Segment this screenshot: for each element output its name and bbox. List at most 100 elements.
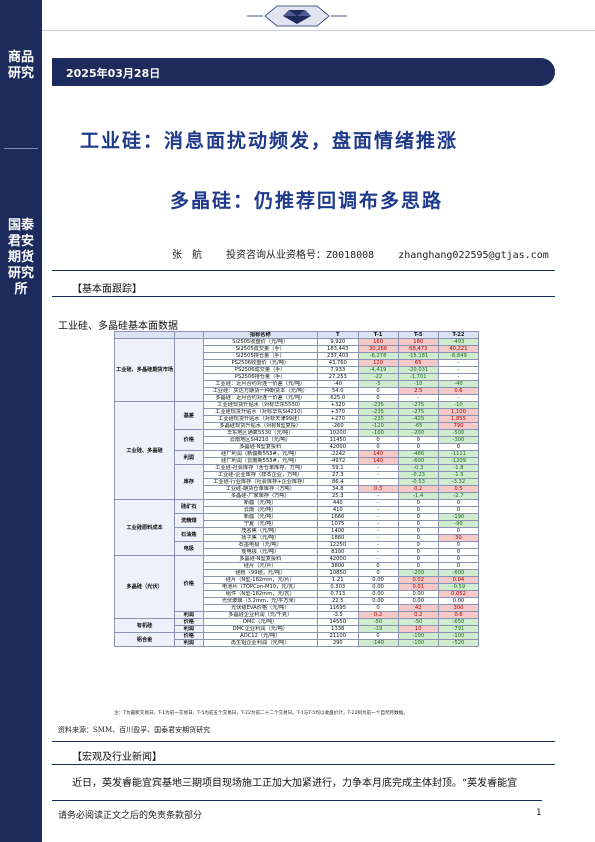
indicator-name: 光伏玻璃（3.2mm，元/平方米）: [202, 597, 319, 605]
change-t22: -520: [437, 639, 480, 647]
value-t: 440: [317, 499, 359, 507]
table-body: 工业硅、多晶硅期货市场 Si2505收盘价（元/吨） 9,920 160 180 -493…: [113, 338, 480, 647]
disclaimer-footer: 请务必阅读正文之后的免责条款部分: [58, 811, 203, 821]
value-t: 86.4: [317, 478, 359, 486]
change-t5: 0: [397, 443, 439, 451]
divider: [52, 741, 555, 742]
change-t5: 0: [397, 506, 439, 514]
change-t22: -493: [437, 338, 480, 346]
change-t5: -600: [397, 457, 439, 465]
change-t1: 160: [357, 338, 399, 346]
value-t: 59.1: [317, 464, 359, 472]
table-row: 库存 工业硅-社会库存（含仓单库存，万吨） 59.1- -0.3 -1.8: [115, 464, 480, 500]
change-t22: 0.5: [437, 485, 480, 493]
value-t: 1860: [317, 534, 359, 542]
fundamentals-table: 指标名称 T T-1 T-5 T-22 工业硅、多晶硅期货市场 Si2505收盘价…: [113, 331, 480, 647]
change-t1: -19: [357, 625, 399, 633]
table-row: 工业硅：近月合约对连一价差（元/吨） -40 -5 -10 -40: [115, 380, 480, 388]
indicator-name: 石墨电极（元/吨）: [202, 541, 319, 549]
change-t1: 0.00: [357, 583, 399, 591]
value-t: 12250: [317, 541, 359, 549]
table-row: 价格 华东地区通氧5530（元/吨） 10200 -100 -200 -500: [115, 429, 480, 451]
value-t: 34.8: [317, 485, 359, 493]
change-t22: -: [437, 359, 480, 367]
value-t: 237,403: [317, 352, 359, 360]
row-group-label: 工业硅、多晶硅期货市场: [113, 338, 176, 402]
change-t22: -650: [437, 618, 480, 626]
change-t5: 0: [397, 520, 439, 528]
change-t22: 0: [437, 506, 480, 514]
change-t1: 0.00: [357, 576, 399, 584]
change-t5: -0.23: [397, 471, 439, 479]
change-t1: -: [357, 464, 399, 472]
change-t1: -: [357, 520, 399, 528]
value-t: 54.0: [317, 387, 359, 395]
change-t5: -15,181: [397, 352, 439, 360]
change-t1: 140: [357, 450, 399, 458]
table-header: T-5: [397, 331, 439, 339]
change-t22: -: [437, 394, 480, 402]
value-t: 42000: [317, 443, 359, 451]
row-subgroup-label: 价格: [174, 429, 204, 451]
value-t: 14550: [317, 618, 359, 626]
change-t1: -: [357, 492, 399, 500]
row-subgroup-label: 价格: [174, 632, 204, 640]
value-t: 8100: [317, 548, 359, 556]
indicator-name: 工业硅-行业库存（社会库存+企业库存）: [202, 478, 319, 486]
change-t22: 0: [437, 499, 480, 507]
table-header: 指标名称: [202, 331, 319, 339]
row-subgroup-label: 石油焦: [174, 527, 204, 542]
change-t22: 1,855: [437, 415, 480, 423]
report-title: 工业硅：消息面扰动频发，盘面情绪推涨: [80, 130, 459, 152]
change-t5: -0.3: [397, 464, 439, 472]
value-t: 21100: [317, 632, 359, 640]
author-email[interactable]: zhanghang022595@gtjas.com: [398, 250, 549, 261]
row-subgroup-label: 电极: [174, 541, 204, 556]
change-t5: -1,701: [397, 373, 439, 381]
change-t1: 0: [357, 443, 399, 451]
change-t5: 0: [397, 527, 439, 535]
indicator-name: PS2506持仓量（手）: [202, 373, 319, 381]
footer-rule: [52, 800, 542, 801]
table-header: [113, 331, 176, 339]
indicator-name: 新疆（元/吨）: [202, 513, 319, 521]
change-t1: 0: [357, 562, 399, 570]
indicator-name: 工业硅-企业库存（样本企业，万吨）: [202, 471, 319, 479]
news-paragraph: 近日，英发睿能宜宾基地三期项目现场施工正加大加紧进行，力争本月底完成主体封顶。“…: [72, 778, 518, 789]
row-subgroup-label: [174, 338, 204, 402]
fundamentals-table-wrapper: 指标名称 T T-1 T-5 T-22 工业硅、多晶硅期货市场 Si2505收盘价…: [113, 331, 480, 647]
change-t5: 2.5: [397, 387, 439, 395]
change-t22: -1.8: [437, 464, 480, 472]
indicator-name: 多晶硅企业利润（元/千克）: [202, 611, 319, 619]
table-row: 石油焦 茂名焦（元/吨） 1400-0 0: [115, 527, 480, 542]
change-t22: 790: [437, 422, 480, 430]
indicator-name: 多晶硅：近月合约对连一价差（元/吨）: [202, 394, 319, 402]
change-t1: 120: [357, 359, 399, 367]
change-t1: 0: [357, 604, 399, 612]
indicator-name: 工业硅现货升贴水（对标华东Si4210）: [202, 408, 319, 416]
change-t1: 0.2: [357, 611, 399, 619]
change-t22: 0.6: [437, 611, 480, 619]
change-t5: 0: [397, 499, 439, 507]
value-t: 183,443: [317, 345, 359, 353]
indicator-name: 工业硅现货升贴水（对标天津99硅）: [202, 415, 319, 423]
indicator-name: 新疆（元/吨）: [202, 499, 319, 507]
row-group-label: 多晶硅（光伏）: [113, 555, 176, 619]
change-t1: -: [357, 541, 399, 549]
section-heading-macro: 【宏观及行业新闻】: [72, 752, 162, 763]
value-t: 1660: [317, 513, 359, 521]
indicator-name: 工业硅：近月合约对连一价差（元/吨）: [202, 380, 319, 388]
row-group-label: 工业硅原料成本: [113, 499, 176, 556]
change-t22: -10: [437, 401, 480, 409]
indicator-name: 硅厂利润（云南新553#，元/吨）: [202, 457, 319, 465]
change-t5: 0: [397, 548, 439, 556]
value-t: 1075: [317, 520, 359, 528]
change-t1: -: [357, 534, 399, 542]
indicator-name: 工业硅现货升贴水（对标华东5530）: [202, 401, 319, 409]
change-t22: 0.052: [437, 590, 480, 598]
row-subgroup-label: 库存: [174, 464, 204, 500]
change-t5: -275: [397, 408, 439, 416]
change-t1: 0.00: [357, 597, 399, 605]
report-date: 2025年03月28日: [66, 67, 161, 80]
change-t22: 1,100: [437, 408, 480, 416]
